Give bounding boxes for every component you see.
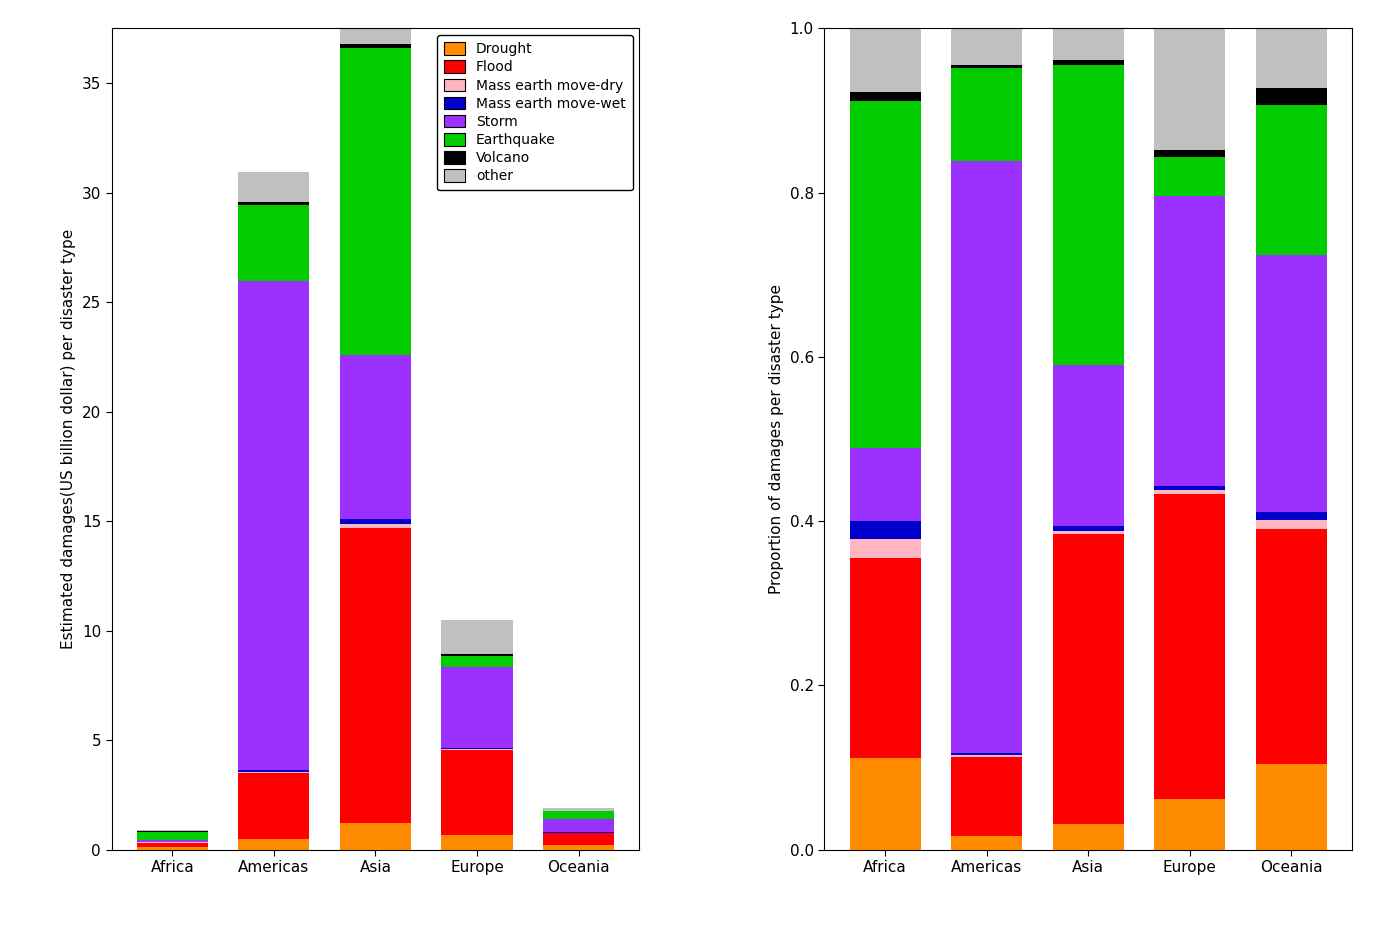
Bar xyxy=(544,834,615,845)
Bar xyxy=(951,752,1022,755)
Bar xyxy=(1154,799,1225,850)
Bar xyxy=(238,769,309,772)
Bar xyxy=(1154,486,1225,490)
Bar xyxy=(1256,764,1327,850)
Bar xyxy=(1154,494,1225,799)
Bar xyxy=(849,101,920,448)
Bar xyxy=(849,758,920,850)
Bar xyxy=(1256,28,1327,88)
Bar xyxy=(1154,196,1225,486)
Bar xyxy=(238,838,309,850)
Bar xyxy=(137,840,208,842)
Bar xyxy=(442,750,513,835)
Bar xyxy=(340,10,411,43)
Bar xyxy=(238,281,309,769)
Bar xyxy=(849,558,920,758)
Bar xyxy=(238,772,309,773)
Bar xyxy=(544,845,615,850)
Bar xyxy=(442,656,513,666)
Bar xyxy=(849,93,920,101)
Bar xyxy=(442,748,513,749)
Bar xyxy=(137,832,208,840)
Bar xyxy=(849,539,920,558)
Bar xyxy=(951,68,1022,161)
Bar xyxy=(951,755,1022,757)
Bar xyxy=(849,28,920,93)
Bar xyxy=(544,812,615,819)
Bar xyxy=(1052,28,1124,60)
Bar xyxy=(544,819,615,833)
Bar xyxy=(1052,824,1124,850)
Bar xyxy=(849,448,920,521)
Bar xyxy=(1052,531,1124,534)
Bar xyxy=(1052,534,1124,824)
Y-axis label: Estimated damages(US billion dollar) per disaster type: Estimated damages(US billion dollar) per… xyxy=(61,228,77,649)
Legend: Drought, Flood, Mass earth move-dry, Mass earth move-wet, Storm, Earthquake, Vol: Drought, Flood, Mass earth move-dry, Mas… xyxy=(436,35,633,191)
Bar xyxy=(340,43,411,48)
Bar xyxy=(442,666,513,748)
Bar xyxy=(442,835,513,850)
Bar xyxy=(544,807,615,811)
Bar xyxy=(951,836,1022,850)
Bar xyxy=(238,773,309,838)
Bar xyxy=(1256,512,1327,520)
Bar xyxy=(1256,520,1327,529)
Bar xyxy=(951,757,1022,836)
Bar xyxy=(340,524,411,528)
Bar xyxy=(1154,149,1225,158)
Bar xyxy=(951,65,1022,68)
Bar xyxy=(238,172,309,202)
Bar xyxy=(238,202,309,205)
Bar xyxy=(1256,88,1327,106)
Bar xyxy=(442,749,513,750)
Bar xyxy=(340,519,411,524)
Bar xyxy=(1256,255,1327,512)
Bar xyxy=(951,161,1022,752)
Y-axis label: Proportion of damages per disaster type: Proportion of damages per disaster type xyxy=(769,284,783,594)
Bar xyxy=(1052,60,1124,65)
Bar xyxy=(442,619,513,653)
Bar xyxy=(340,355,411,519)
Bar xyxy=(1052,65,1124,365)
Bar xyxy=(1256,106,1327,255)
Bar xyxy=(1154,28,1225,149)
Bar xyxy=(951,28,1022,65)
Bar xyxy=(340,48,411,355)
Bar xyxy=(137,848,208,850)
Bar xyxy=(137,830,208,832)
Bar xyxy=(1154,490,1225,494)
Bar xyxy=(1052,526,1124,531)
Bar xyxy=(849,521,920,539)
Bar xyxy=(340,823,411,850)
Bar xyxy=(340,528,411,823)
Bar xyxy=(137,843,208,848)
Bar xyxy=(442,653,513,656)
Bar xyxy=(1154,158,1225,196)
Bar xyxy=(1052,365,1124,526)
Bar xyxy=(1256,529,1327,764)
Bar xyxy=(238,205,309,281)
